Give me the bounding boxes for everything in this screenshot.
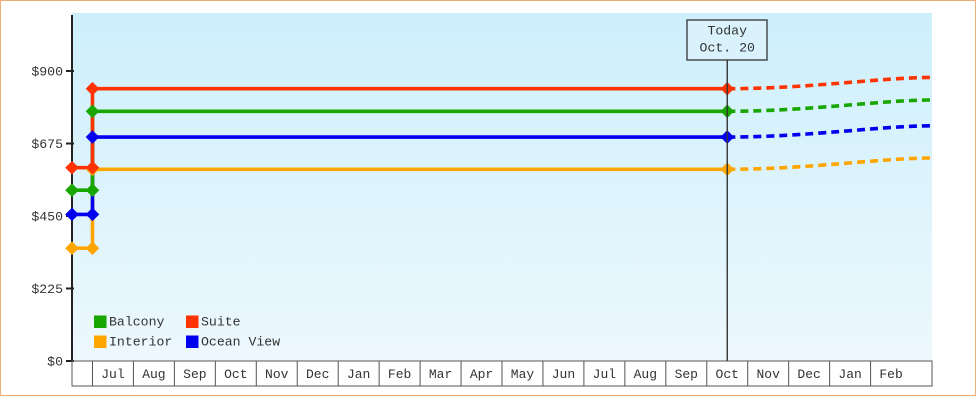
svg-text:Today: Today (707, 24, 747, 39)
svg-text:Dec: Dec (306, 367, 329, 382)
svg-text:$0: $0 (47, 355, 63, 370)
svg-text:Apr: Apr (470, 367, 493, 382)
svg-text:Aug: Aug (634, 367, 657, 382)
svg-text:Jul: Jul (101, 367, 125, 382)
svg-text:$225: $225 (31, 282, 63, 297)
svg-text:Nov: Nov (756, 367, 780, 382)
svg-text:Feb: Feb (879, 367, 902, 382)
svg-text:Jun: Jun (552, 367, 575, 382)
svg-text:Feb: Feb (388, 367, 411, 382)
svg-text:Aug: Aug (142, 367, 165, 382)
svg-text:Sep: Sep (183, 367, 206, 382)
svg-text:Balcony: Balcony (109, 315, 164, 330)
svg-text:$675: $675 (31, 137, 63, 152)
svg-text:Mar: Mar (429, 367, 452, 382)
svg-text:$900: $900 (31, 65, 63, 80)
svg-text:Dec: Dec (797, 367, 820, 382)
svg-text:Oct: Oct (716, 367, 739, 382)
svg-text:Oct: Oct (224, 367, 247, 382)
svg-text:Suite: Suite (201, 315, 241, 330)
svg-text:Jan: Jan (838, 367, 861, 382)
svg-text:Oct. 20: Oct. 20 (700, 41, 755, 56)
svg-text:Ocean View: Ocean View (201, 335, 280, 350)
svg-text:Jan: Jan (347, 367, 370, 382)
svg-text:Sep: Sep (675, 367, 698, 382)
svg-text:Jul: Jul (593, 367, 617, 382)
svg-text:$450: $450 (31, 210, 63, 225)
svg-text:Nov: Nov (265, 367, 289, 382)
svg-text:Interior: Interior (109, 335, 172, 350)
svg-text:May: May (511, 367, 535, 382)
